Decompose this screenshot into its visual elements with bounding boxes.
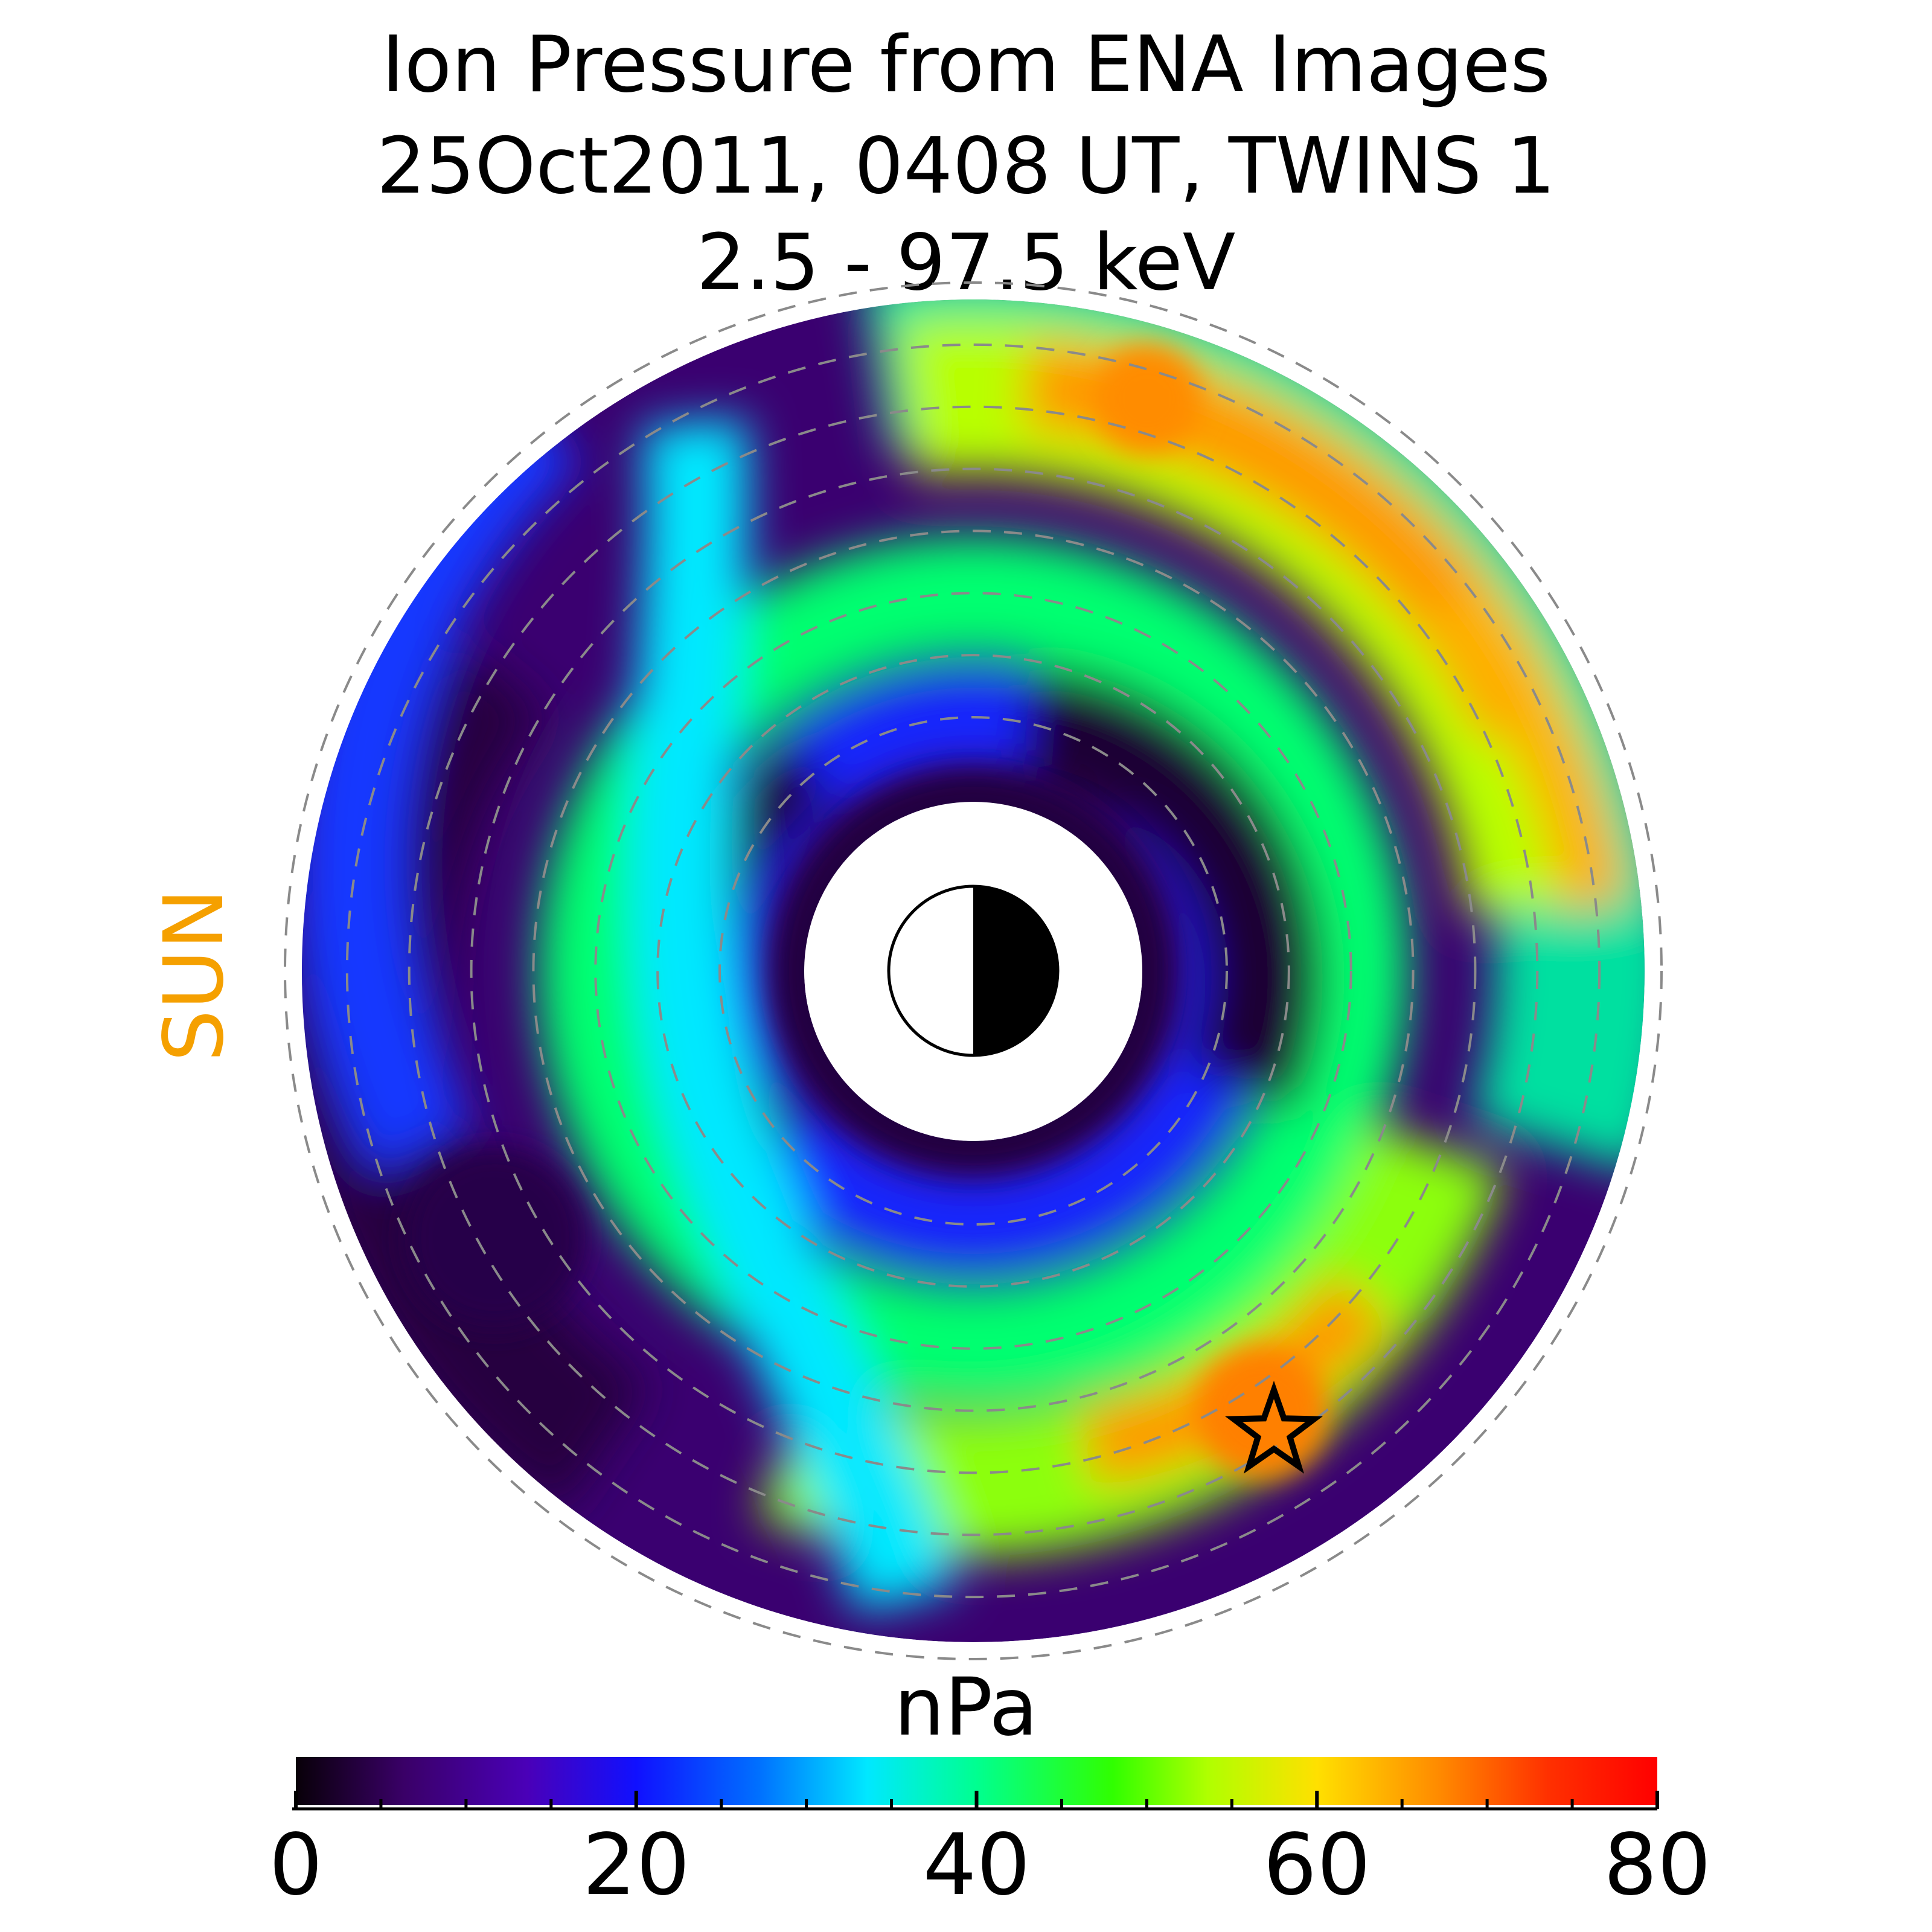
- grid-ring: [284, 281, 1663, 1660]
- colorbar-ticks: [294, 1791, 1659, 1809]
- grid-ring: [532, 529, 1415, 1412]
- colorbar-tick-label: 0: [269, 1816, 323, 1914]
- colorbar-unit-label: nPa: [894, 1661, 1038, 1754]
- sun-direction-label: SUN: [147, 888, 242, 1062]
- colorbar: [292, 1757, 1659, 1811]
- grid-ring: [345, 343, 1601, 1599]
- grid-ring: [408, 405, 1539, 1537]
- colorbar-tick-label: 80: [1603, 1816, 1712, 1914]
- peak-star-marker: [1224, 1380, 1323, 1474]
- colorbar-tick-label: 60: [1263, 1816, 1371, 1914]
- earth-symbol: [887, 884, 1060, 1057]
- colorbar-tick-label: 20: [582, 1816, 690, 1914]
- chart-title-line-1: Ion Pressure from ENA Images: [381, 20, 1551, 110]
- distance-grid-rings: [284, 281, 1663, 1660]
- colorbar-tick-label: 40: [923, 1816, 1031, 1914]
- grid-ring: [656, 654, 1290, 1288]
- grid-ring: [594, 592, 1352, 1350]
- grid-ring: [718, 716, 1228, 1226]
- chart-title-line-3: 2.5 - 97.5 keV: [696, 218, 1236, 308]
- grid-ring: [470, 467, 1477, 1474]
- chart-title-line-2: 25Oct2011, 0408 UT, TWINS 1: [376, 121, 1556, 211]
